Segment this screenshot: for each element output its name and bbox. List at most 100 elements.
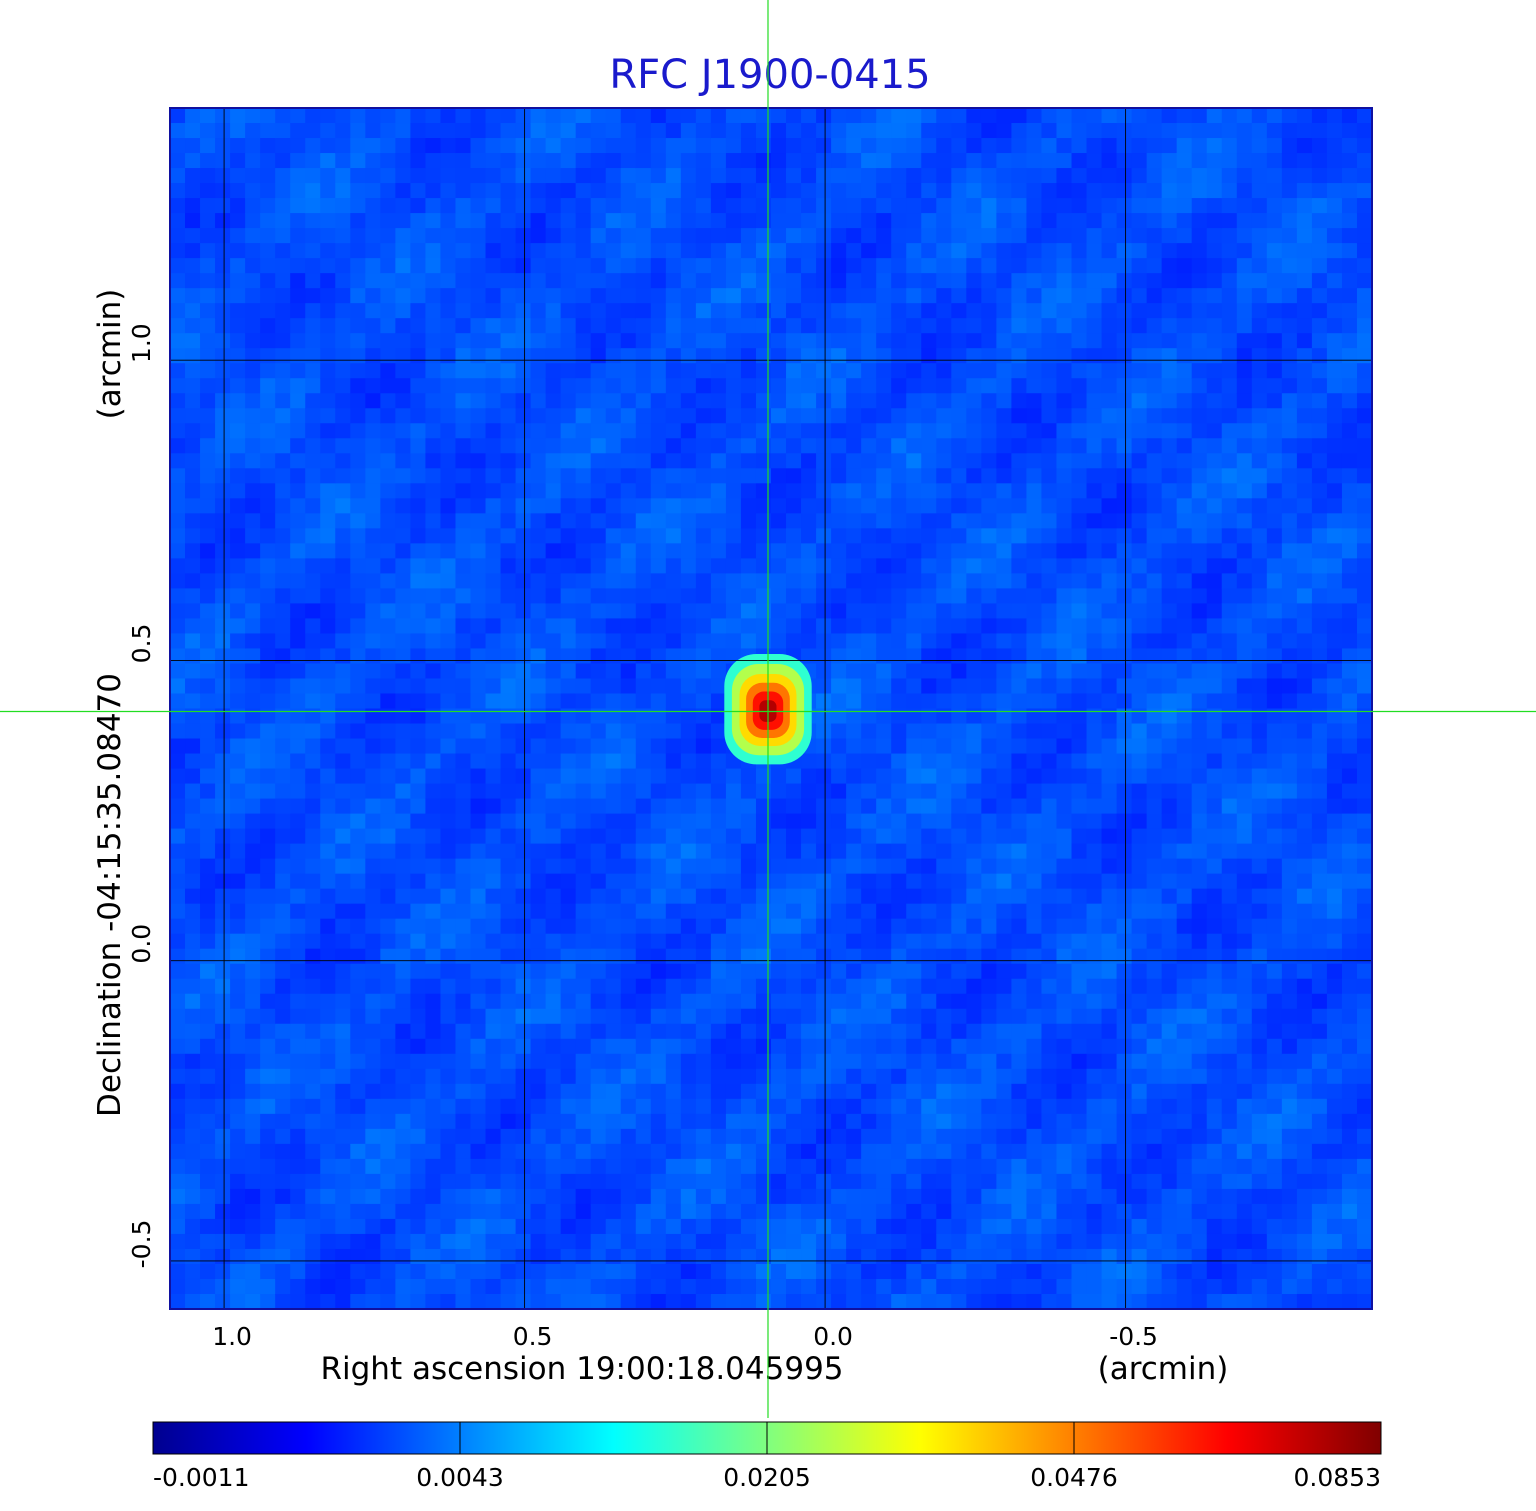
noise-pixel (560, 633, 577, 650)
noise-pixel (921, 138, 937, 154)
noise-pixel (1056, 513, 1073, 529)
noise-pixel (440, 348, 457, 364)
noise-pixel (710, 1113, 727, 1130)
noise-pixel (755, 1128, 772, 1145)
noise-pixel (545, 1173, 562, 1190)
noise-pixel (425, 108, 442, 124)
noise-pixel (876, 1143, 892, 1160)
noise-pixel (575, 963, 592, 980)
noise-pixel (425, 228, 442, 244)
noise-pixel (786, 1173, 802, 1190)
noise-pixel (1026, 198, 1043, 214)
noise-pixel (771, 303, 787, 319)
noise-pixel (876, 438, 892, 454)
noise-pixel (365, 528, 381, 544)
noise-pixel (981, 618, 997, 635)
noise-pixel (305, 618, 321, 635)
noise-pixel (470, 243, 487, 259)
noise-pixel (425, 153, 442, 169)
noise-pixel (455, 528, 472, 544)
noise-pixel (290, 498, 306, 514)
noise-pixel (1086, 408, 1103, 424)
noise-pixel (951, 618, 967, 635)
noise-pixel (230, 738, 246, 755)
noise-pixel (260, 1053, 276, 1070)
noise-pixel (275, 1293, 291, 1309)
noise-pixel (951, 318, 967, 334)
noise-pixel (921, 738, 937, 755)
noise-pixel (515, 1038, 532, 1055)
noise-pixel (876, 573, 892, 589)
noise-pixel (725, 378, 742, 394)
noise-pixel (816, 978, 832, 995)
noise-pixel (635, 198, 652, 214)
noise-pixel (290, 843, 306, 860)
noise-pixel (1041, 1173, 1058, 1190)
noise-pixel (1086, 618, 1103, 635)
noise-pixel (365, 108, 381, 124)
noise-pixel (665, 1233, 682, 1250)
noise-pixel (771, 1263, 787, 1280)
noise-pixel (320, 1023, 336, 1040)
noise-pixel (786, 213, 802, 229)
noise-pixel (831, 1143, 847, 1160)
noise-pixel (470, 1218, 487, 1235)
noise-pixel (230, 363, 246, 379)
noise-pixel (545, 198, 562, 214)
noise-pixel (876, 183, 892, 199)
noise-pixel (290, 873, 306, 890)
noise-pixel (245, 603, 261, 620)
noise-pixel (906, 228, 922, 244)
noise-pixel (921, 753, 937, 770)
noise-pixel (335, 648, 351, 665)
noise-pixel (230, 1173, 246, 1190)
noise-pixel (290, 678, 306, 695)
noise-pixel (1086, 1248, 1103, 1265)
noise-pixel (650, 153, 667, 169)
noise-pixel (260, 723, 276, 740)
noise-pixel (290, 708, 306, 725)
noise-pixel (650, 468, 667, 484)
noise-pixel (891, 183, 907, 199)
noise-pixel (485, 228, 502, 244)
noise-pixel (545, 588, 562, 605)
noise-pixel (500, 528, 517, 544)
noise-pixel (786, 978, 802, 995)
noise-pixel (710, 573, 727, 589)
noise-pixel (260, 918, 276, 935)
noise-pixel (695, 423, 712, 439)
noise-pixel (1071, 378, 1088, 394)
noise-pixel (320, 633, 336, 650)
noise-pixel (380, 753, 396, 770)
noise-pixel (515, 573, 532, 589)
noise-pixel (170, 708, 186, 725)
noise-pixel (560, 1008, 577, 1025)
noise-pixel (365, 198, 381, 214)
noise-pixel (921, 1233, 937, 1250)
noise-pixel (455, 633, 472, 650)
noise-pixel (1071, 453, 1088, 469)
noise-pixel (620, 948, 637, 965)
noise-pixel (996, 138, 1013, 154)
noise-pixel (650, 108, 667, 124)
noise-pixel (906, 1263, 922, 1280)
noise-pixel (846, 828, 862, 845)
noise-pixel (650, 1203, 667, 1220)
noise-pixel (470, 123, 487, 139)
noise-pixel (846, 468, 862, 484)
noise-pixel (650, 693, 667, 710)
noise-pixel (650, 228, 667, 244)
noise-pixel (350, 783, 366, 800)
noise-pixel (695, 348, 712, 364)
noise-pixel (530, 993, 547, 1010)
noise-pixel (816, 993, 832, 1010)
noise-pixel (906, 213, 922, 229)
noise-pixel (755, 633, 772, 650)
noise-pixel (1011, 378, 1028, 394)
noise-pixel (650, 1173, 667, 1190)
noise-pixel (831, 843, 847, 860)
noise-pixel (215, 363, 231, 379)
noise-pixel (320, 753, 336, 770)
noise-pixel (350, 333, 366, 349)
noise-pixel (1026, 1233, 1043, 1250)
